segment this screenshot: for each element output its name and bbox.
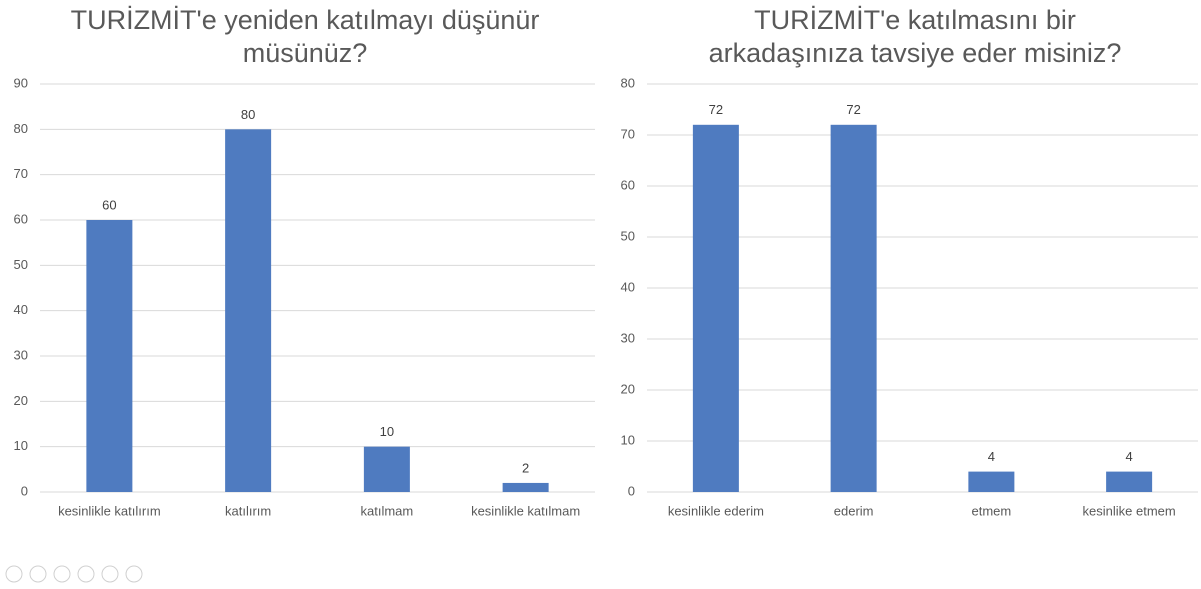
y-tick-label: 10 [14,438,28,453]
data-label: 72 [709,102,723,117]
y-tick-label: 10 [621,432,635,447]
x-tick-label: etmem [972,503,1012,518]
control-pen[interactable] [53,565,71,583]
bar [502,482,549,492]
y-tick-label: 60 [621,177,635,192]
slide-controls [5,565,143,583]
y-tick-label: 80 [14,121,28,136]
chart-title: TURİZMİT'e yeniden katılmayı düşünür müs… [70,5,540,68]
y-tick-label: 30 [621,330,635,345]
y-tick-label: 40 [14,302,28,317]
data-label: 72 [846,102,860,117]
control-slides[interactable] [77,565,95,583]
data-label: 10 [380,424,394,439]
y-tick-label: 90 [14,75,28,90]
y-tick-label: 30 [14,347,28,362]
y-tick-label: 50 [621,228,635,243]
control-next[interactable] [29,565,47,583]
bar [363,446,410,492]
control-zoom[interactable] [101,565,119,583]
bar [692,124,739,493]
y-tick-label: 80 [621,75,635,90]
control-more[interactable] [125,565,143,583]
chart-title: TURİZMİT'e katılmasını bir arkadaşınıza … [708,5,1122,68]
bar [830,124,877,493]
data-label: 2 [522,460,529,475]
control-prev[interactable] [5,565,23,583]
y-tick-label: 0 [628,483,635,498]
x-tick-label: kesinlikle katılırım [58,503,161,518]
y-tick-label: 20 [621,381,635,396]
data-label: 80 [241,107,255,122]
x-tick-label: katılmam [361,503,414,518]
x-tick-label: kesinlikle katılmam [471,503,580,518]
bar [1106,471,1153,492]
y-tick-label: 70 [14,166,28,181]
y-tick-label: 20 [14,393,28,408]
y-tick-label: 50 [14,257,28,272]
y-tick-label: 0 [21,483,28,498]
x-tick-label: ederim [834,503,874,518]
bar [225,129,272,493]
data-label: 4 [1126,449,1133,464]
y-tick-label: 40 [621,279,635,294]
x-tick-label: katılırım [225,503,271,518]
x-tick-label: kesinlike etmem [1083,503,1176,518]
data-label: 60 [102,197,116,212]
bar [86,220,133,492]
y-tick-label: 60 [14,211,28,226]
y-tick-label: 70 [621,126,635,141]
bar [968,471,1015,492]
data-label: 4 [988,449,995,464]
x-tick-label: kesinlikle ederim [668,503,764,518]
